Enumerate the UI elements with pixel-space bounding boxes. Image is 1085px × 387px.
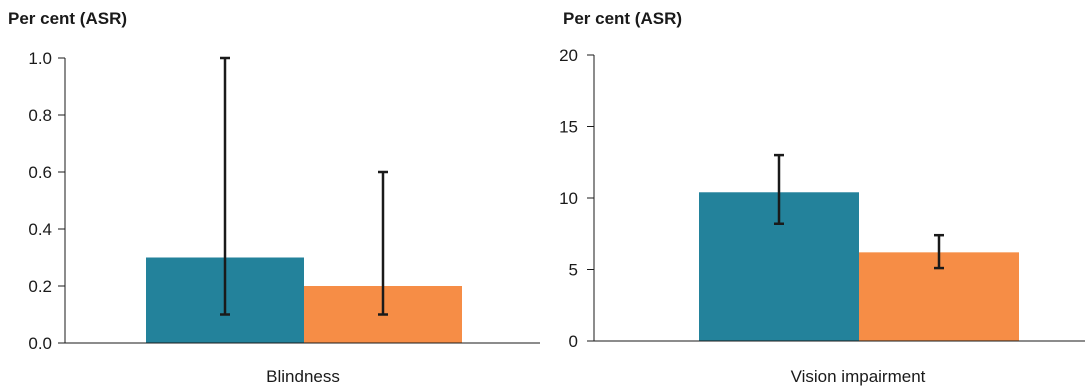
y-tick-label: 0.4 — [28, 220, 52, 239]
y-tick-label: 10 — [559, 189, 578, 208]
chart-panel-blindness: Per cent (ASR) 0.0 0.2 0.4 0.6 0.8 1.0 Blindne… — [0, 0, 540, 387]
y-tick-label: 15 — [559, 118, 578, 137]
y-tick-label: 0.8 — [28, 106, 52, 125]
y-tick-label: 20 — [559, 46, 578, 65]
y-tick-label: 0 — [569, 332, 578, 351]
y-tick-label: 0.6 — [28, 163, 52, 182]
vision-impairment-chart: 0 5 10 15 20 Vision impairment — [545, 0, 1085, 387]
chart-panel-vision-impairment: Per cent (ASR) 0 5 10 15 20 Vision impairment — [545, 0, 1085, 387]
y-tick-label: 0.0 — [28, 334, 52, 353]
y-tick-label: 5 — [569, 261, 578, 280]
y-tick-label: 0.2 — [28, 277, 52, 296]
x-category-label: Blindness — [266, 367, 340, 386]
x-category-label: Vision impairment — [791, 367, 926, 386]
blindness-chart: 0.0 0.2 0.4 0.6 0.8 1.0 Blindness — [0, 0, 540, 387]
y-tick-label: 1.0 — [28, 49, 52, 68]
